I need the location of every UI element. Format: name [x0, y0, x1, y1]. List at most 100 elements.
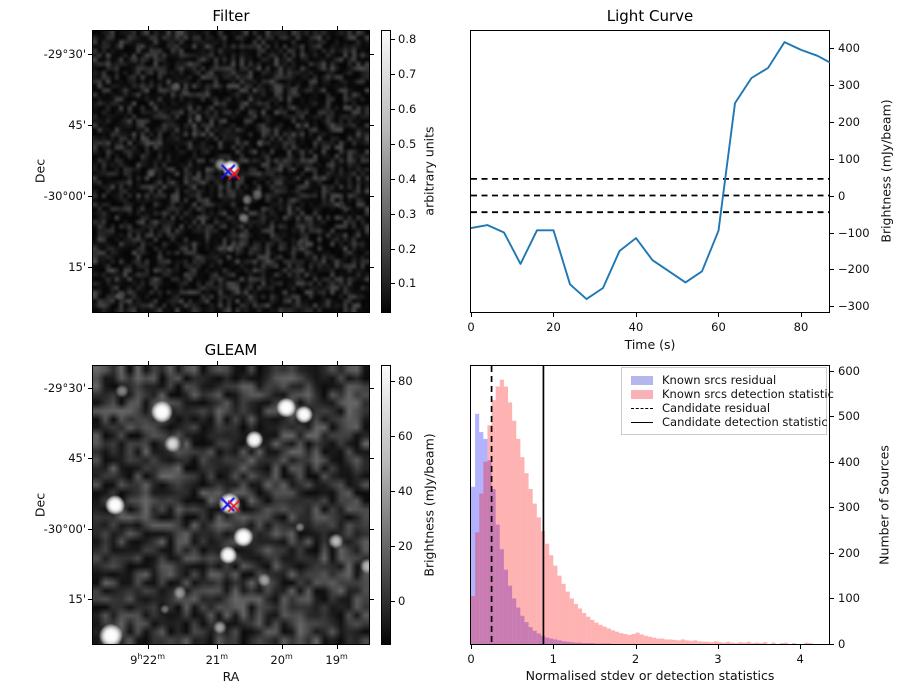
histogram-y-tick: [830, 644, 834, 645]
detection-hist-bar: [582, 613, 587, 644]
gleam-colorbar-label: Brightness (mJy/beam): [421, 433, 437, 577]
dec-tick: [88, 266, 92, 268]
dec-tick-label: 15': [68, 259, 86, 274]
ra-tick: [216, 645, 218, 649]
histogram-y-tick-label: 0: [838, 637, 846, 651]
colorbar-tick: [391, 109, 395, 111]
ra-tick-top: [147, 26, 149, 30]
detection-hist-bar: [487, 425, 492, 644]
detection-hist-bar: [483, 461, 488, 644]
residual-hist-bar: [553, 639, 558, 644]
ra-tick-top: [336, 361, 338, 365]
detection-hist-bar: [808, 643, 813, 644]
residual-hist-bar: [590, 643, 595, 644]
detection-hist-bar: [705, 641, 710, 644]
ra-tick: [336, 645, 338, 649]
residual-hist-bar: [516, 607, 521, 644]
lightcurve-line: [470, 41, 831, 301]
dec-tick-right: [370, 54, 374, 56]
legend-item-candidate-residual: Candidate residual: [631, 401, 817, 415]
legend-item-candidate-detection: Candidate detection statistic: [631, 415, 828, 429]
histogram-y-tick: [830, 507, 834, 509]
dec-tick-right: [370, 387, 374, 389]
detection-hist-bar: [615, 631, 620, 644]
detection-hist-bar: [689, 640, 694, 644]
detection-hist-bar: [742, 642, 747, 644]
colorbar-tick: [391, 546, 395, 548]
detection-hist-bar: [532, 503, 537, 644]
ra-tick: [281, 313, 283, 317]
detection-hist-bar: [713, 641, 718, 644]
residual-hist-bar: [557, 640, 562, 644]
dec-tick-label: 45': [68, 450, 86, 465]
lightcurve-x-tick-label: 60: [711, 320, 726, 334]
histogram-x-tick-label: 3: [714, 652, 722, 666]
filter-image-panel: [92, 30, 370, 313]
residual-hist-bar: [565, 641, 570, 644]
lightcurve-y-tick: [830, 84, 834, 86]
detection-hist-bar: [553, 565, 558, 644]
histogram-x-tick: [800, 645, 802, 649]
lightcurve-x-tick: [718, 313, 720, 317]
filter-dec-axis-label: Dec: [32, 158, 48, 184]
residual-hist-bar: [508, 585, 513, 644]
detection-hist-bar: [499, 379, 504, 644]
histogram-x-tick-label: 1: [549, 652, 557, 666]
detection-hist-bar: [647, 636, 653, 644]
residual-hist-bar: [577, 642, 583, 644]
superscript: h: [137, 652, 143, 662]
residual-hist-bar: [520, 615, 525, 644]
residual-hist-bar: [573, 642, 578, 644]
detection-hist-bar: [754, 642, 760, 644]
histogram-y-tick-label: 600: [838, 363, 860, 378]
residual-hist-bar: [499, 549, 504, 644]
detection-hist-bar: [606, 628, 611, 644]
colorbar-tick: [391, 381, 395, 383]
ra-tick: [216, 313, 218, 317]
detection-hist-bar: [536, 517, 541, 644]
lightcurve-y-tick-label: −300: [838, 299, 870, 314]
detection-hist-bar: [701, 641, 706, 644]
gleam-title: GLEAM: [204, 341, 258, 359]
detection-hist-bar: [561, 583, 566, 644]
colorbar-tick-label: 20: [398, 539, 413, 554]
lightcurve-y-tick: [830, 232, 834, 234]
ra-tick: [147, 313, 149, 317]
colorbar-tick-label: 0.7: [398, 67, 417, 82]
residual-hist-bar: [483, 438, 488, 644]
detection-hist-bar: [594, 622, 599, 644]
superscript: m: [220, 652, 229, 662]
detection-hist-bar: [779, 643, 784, 644]
detection-hist-bar: [586, 616, 591, 644]
detection-hist-bar: [508, 402, 513, 644]
histogram-y-axis-label: Number of Sources: [876, 445, 892, 565]
ra-tick: [336, 313, 338, 317]
detection-hist-bar: [664, 639, 669, 644]
colorbar-tick: [391, 248, 395, 250]
lightcurve-y-tick: [830, 306, 834, 308]
histogram-x-tick-label: 0: [467, 652, 475, 666]
histogram-x-tick-label: 2: [631, 652, 640, 666]
detection-hist-bar: [656, 638, 661, 644]
histogram-y-tick-label: 300: [838, 500, 860, 515]
histogram-y-tick: [830, 598, 834, 600]
dec-tick-right: [370, 599, 374, 601]
histogram-y-tick-label: 500: [838, 409, 860, 424]
colorbar-tick: [391, 143, 395, 145]
dec-tick: [88, 528, 92, 530]
detection-hist-bar: [726, 641, 731, 644]
lightcurve-x-tick-label: 20: [546, 320, 561, 334]
residual-hist-bar: [586, 643, 591, 644]
gleam-ra-axis-label: RA: [222, 669, 240, 684]
ra-tick-top: [216, 26, 218, 30]
lightcurve-y-tick-label: −100: [838, 225, 870, 240]
detection-hist-bar: [491, 400, 496, 644]
colorbar-tick: [391, 178, 395, 180]
gleam-dec-axis-label: Dec: [32, 492, 48, 518]
residual-hist-bar: [536, 633, 541, 644]
detection-hist-bar: [623, 633, 628, 644]
lightcurve-x-tick-label: 0: [467, 320, 475, 334]
detection-hist-bar: [516, 438, 521, 644]
histogram-x-tick: [553, 645, 555, 649]
filter-sky-image: [93, 31, 369, 312]
